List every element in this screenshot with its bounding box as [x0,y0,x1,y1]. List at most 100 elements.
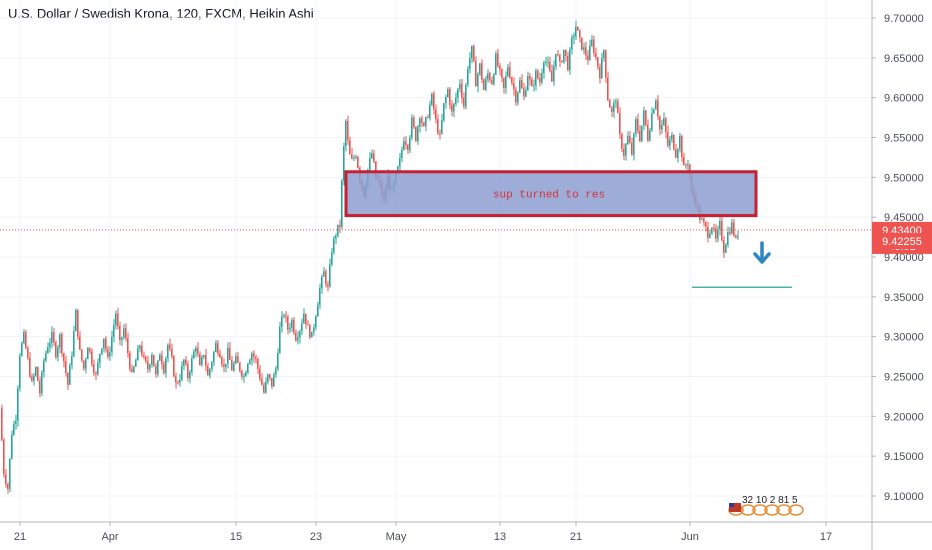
candle-body [297,337,299,341]
candle-body [653,109,655,114]
candle-body [453,103,455,112]
candle-body [173,356,175,377]
candle-body [417,126,419,142]
candle-body [105,338,107,350]
candle-body [87,348,89,360]
candle-body [483,79,485,90]
candle-body [81,349,83,361]
logo-ring [776,504,792,516]
down-arrow-icon[interactable] [753,241,771,264]
candle-body [291,319,293,328]
candle-body [493,74,495,85]
candle-body [197,348,199,355]
candle-body [441,119,443,134]
candle-body [469,58,471,69]
candle-body [625,144,627,156]
candle-body [345,120,347,147]
candle-body [85,359,87,369]
candle-body [449,89,451,106]
candle-body [355,156,357,158]
resistance-zone[interactable] [344,170,758,218]
candle-body [667,132,669,146]
candle-body [33,375,35,381]
candle-body [287,316,289,330]
candle-body [619,112,621,135]
candle-body [435,109,437,120]
candle-body [577,26,579,31]
candle-body [657,100,659,117]
candle-body [479,63,481,75]
candle-body [127,338,129,354]
candle-body [457,89,459,98]
candle-body [243,376,245,378]
y-tick-label: 9.70000 [884,13,924,25]
candle-body [217,343,219,354]
candle-body [249,360,251,364]
low-price-value: 9.42255 [882,236,922,248]
candle-body [169,344,171,349]
candle-body [303,313,305,324]
y-tick-label: 9.35000 [884,292,924,304]
candle-body [103,338,105,349]
candle-body [447,89,449,97]
candle-body [569,49,571,71]
candle-body [555,53,557,67]
candle-body [39,380,41,394]
candle-body [497,53,499,67]
candle-body [143,355,145,357]
logo-ring [752,504,768,516]
candle-body [561,61,563,63]
candle-body [257,358,259,369]
candle-body [607,77,609,101]
candle-body [627,135,629,145]
candle-body [319,288,321,305]
candle-body [429,104,431,118]
candle-body [153,354,155,367]
candle-body [289,327,291,330]
candle-body [735,235,737,238]
candle-body [609,100,611,108]
candle-body [227,347,229,364]
grid [0,0,872,522]
candle-body [115,313,117,326]
candle-body [51,332,53,343]
y-tick-label: 9.55000 [884,133,924,145]
candle-body [565,49,567,56]
candle-body [167,344,169,359]
candle-body [539,78,541,83]
candle-body [719,220,721,230]
candle-body [505,76,507,89]
candle-body [547,61,549,63]
x-tick-label: 15 [230,531,242,543]
candle-body [645,110,647,125]
candle-body [273,374,275,387]
candle-body [707,226,709,238]
candle-body [37,367,39,381]
candle-body [61,334,63,354]
candle-body [255,356,257,359]
candle-body [281,316,283,327]
candle-body [643,110,645,126]
candle-body [155,366,157,375]
candle-body [567,55,569,71]
candle-body [45,353,47,361]
candle-body [1,408,3,441]
candle-body [71,355,73,365]
candle-body [415,127,417,142]
chart-title: U.S. Dollar / Swedish Krona, 120, FXCM, … [8,6,314,21]
candle-body [29,357,31,377]
candle-body [495,53,497,75]
candle-body [179,379,181,383]
candle-body [545,62,547,64]
x-tick-label: 23 [310,531,322,543]
candle-body [485,79,487,90]
y-tick-label: 9.60000 [884,93,924,105]
candle-body [549,61,551,71]
x-tick-label: Apr [101,531,118,543]
candle-body [721,220,723,241]
candle-body [129,353,131,369]
candle-body [727,232,729,245]
candle-body [147,361,149,370]
candle-body [675,149,677,158]
